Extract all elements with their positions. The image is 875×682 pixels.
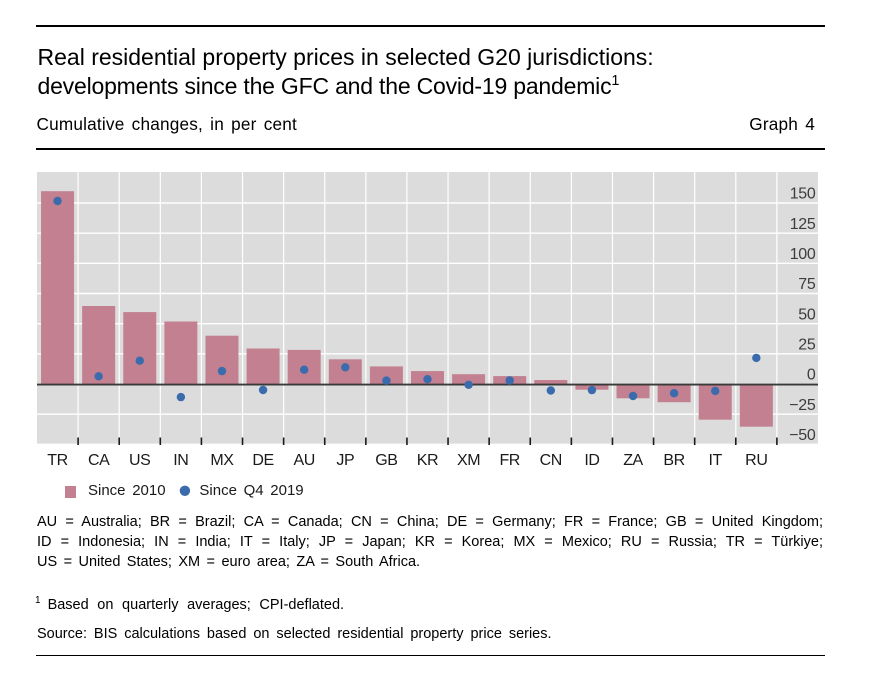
svg-text:AU: AU — [293, 452, 314, 469]
svg-text:DE: DE — [252, 452, 273, 469]
svg-text:25: 25 — [798, 337, 816, 354]
svg-text:ID: ID — [584, 452, 599, 469]
svg-text:ZA: ZA — [623, 452, 643, 469]
svg-text:MX: MX — [210, 452, 234, 469]
svg-text:XM: XM — [457, 452, 480, 469]
svg-text:GB: GB — [375, 452, 397, 469]
svg-text:RU: RU — [745, 452, 767, 469]
svg-text:50: 50 — [798, 306, 816, 323]
svg-text:100: 100 — [790, 246, 816, 263]
svg-text:CA: CA — [88, 452, 110, 469]
svg-text:US: US — [129, 452, 150, 469]
svg-text:CN: CN — [540, 452, 562, 469]
svg-text:−50: −50 — [789, 427, 816, 444]
svg-text:−25: −25 — [789, 397, 816, 414]
svg-text:150: 150 — [790, 186, 816, 203]
svg-text:0: 0 — [807, 367, 816, 384]
svg-text:IN: IN — [173, 452, 188, 469]
svg-text:125: 125 — [790, 216, 816, 233]
svg-text:KR: KR — [417, 452, 438, 469]
svg-text:75: 75 — [798, 276, 816, 293]
svg-text:IT: IT — [709, 452, 723, 469]
svg-text:TR: TR — [47, 452, 68, 469]
svg-text:JP: JP — [336, 452, 354, 469]
svg-text:BR: BR — [663, 452, 684, 469]
svg-text:FR: FR — [499, 452, 520, 469]
